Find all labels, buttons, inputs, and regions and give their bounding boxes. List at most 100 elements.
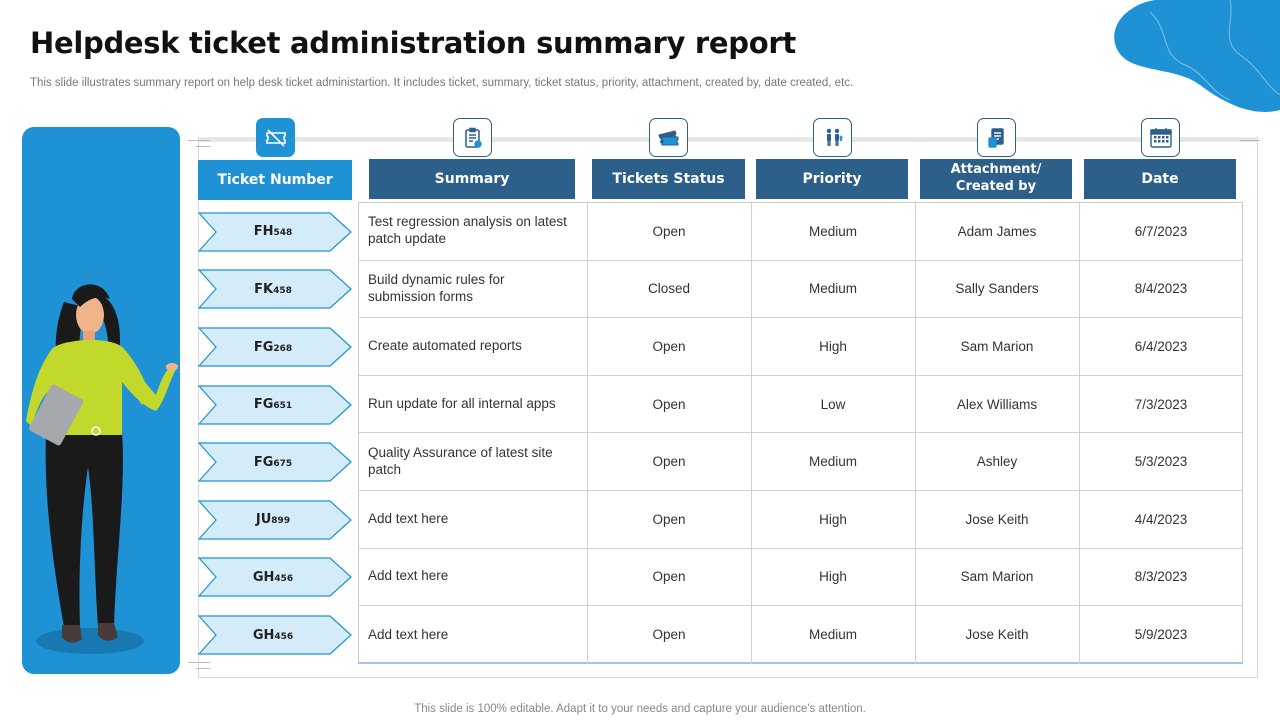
arrow-shape: [198, 615, 352, 655]
date-cell: 6/4/2023: [1134, 338, 1188, 354]
created-by-cell: Jose Keith: [965, 627, 1029, 643]
date-cell: 4/4/2023: [1134, 511, 1188, 527]
ticket-prefix: FK: [254, 281, 274, 297]
status-cell: Open: [652, 223, 686, 239]
created-by-cell: Adam James: [957, 223, 1037, 239]
ticket-digits: 899: [271, 516, 291, 527]
ticket-prefix: FG: [253, 454, 274, 470]
table-row: Add text here Open Medium Jose Keith 5/9/202…: [359, 606, 1242, 664]
summary-cell: Add text here: [368, 510, 449, 526]
arrow-shape: [198, 500, 352, 540]
status-cell: Open: [652, 511, 686, 527]
ticket-icon: [649, 118, 688, 157]
column-divider: [587, 433, 588, 490]
status-cell: Open: [652, 396, 686, 412]
ticket-prefix: JU: [255, 512, 272, 528]
summary-cell: Run update for all internal apps: [368, 395, 556, 411]
column-divider: [1079, 548, 1080, 606]
status-cell: Open: [652, 338, 686, 354]
summary-cell: Test regression analysis on latest patch…: [368, 214, 567, 247]
ticket-number-badge: GH 456: [198, 615, 352, 655]
arrow-shape: [198, 327, 352, 367]
ticket-number-badge: FG 675: [198, 442, 352, 482]
column-divider: [915, 491, 916, 548]
priority-cell: Medium: [808, 454, 857, 470]
column-divider: [587, 375, 588, 433]
column-divider: [915, 260, 916, 318]
ticket-prefix: FG: [253, 397, 274, 413]
created-by-cell: Alex Williams: [956, 396, 1038, 412]
illustration-panel: [22, 127, 180, 674]
column-divider: [587, 548, 588, 606]
priority-cell: Low: [820, 396, 846, 412]
ticket-number-badge: GH 456: [198, 557, 352, 597]
ticket-digits: 458: [273, 285, 292, 296]
date-cell: 5/9/2023: [1134, 627, 1188, 643]
created-by-cell: Sally Sanders: [955, 281, 1039, 297]
column-divider: [587, 260, 588, 318]
status-cell: Open: [652, 627, 686, 643]
priority-cell: Medium: [808, 627, 857, 643]
priority-cell: High: [819, 569, 847, 585]
column-header-ticket-number: Ticket Number: [198, 160, 352, 200]
priority-cell: High: [819, 338, 847, 354]
ticket-digits: 456: [274, 573, 294, 584]
column-header-date: Date: [1084, 159, 1236, 199]
summary-cell: Create automated reports: [368, 338, 522, 354]
column-divider: [1079, 203, 1080, 260]
priority-cell: Medium: [808, 281, 857, 297]
column-divider: [587, 606, 588, 664]
column-divider: [1079, 318, 1080, 375]
ticket-number-badge: JU 899: [198, 500, 352, 540]
ticket-prefix: FG: [253, 339, 274, 355]
ticket-digits: 651: [273, 401, 293, 412]
ticket-table: Test regression analysis on latest patch…: [358, 202, 1243, 664]
ticket-number-badge: FK 458: [198, 269, 352, 309]
summary-cell: Add text here: [368, 626, 449, 642]
column-divider: [587, 491, 588, 548]
page-subtitle: This slide illustrates summary report on…: [30, 77, 854, 89]
arrow-shape: [198, 384, 352, 425]
arrow-shape: [198, 442, 352, 482]
divider: [196, 668, 210, 669]
ticket-number-badge: FG 268: [198, 327, 352, 367]
ticket-digits: 268: [273, 343, 293, 354]
column-divider: [1079, 433, 1080, 490]
table-row: Run update for all internal apps Open Low A…: [359, 375, 1242, 434]
column-divider: [751, 318, 752, 375]
calendar-icon: [1141, 118, 1180, 157]
column-divider: [915, 606, 916, 664]
table-frame: [198, 137, 1258, 678]
status-cell: Closed: [647, 281, 691, 297]
date-cell: 8/3/2023: [1134, 569, 1188, 585]
summary-cell: Build dynamic rules for submission forms: [368, 272, 505, 304]
arrow-shape: [198, 557, 352, 597]
table-row: Add text here Open High Sam Marion 8/3/2023: [359, 548, 1242, 607]
column-divider: [751, 375, 752, 433]
ticket-prefix: FH: [253, 224, 274, 240]
ticket-prefix: GH: [252, 627, 275, 643]
column-divider: [1079, 606, 1080, 664]
date-cell: 5/3/2023: [1134, 454, 1188, 470]
column-header-summary: Summary: [369, 159, 575, 199]
column-divider: [915, 318, 916, 375]
ticket-number-badge: FH 548: [198, 212, 352, 252]
column-divider: [915, 203, 916, 260]
created-by-cell: Jose Keith: [965, 511, 1029, 527]
ticket-number-badge: FG 651: [198, 384, 352, 425]
column-divider: [915, 548, 916, 606]
created-by-cell: Sam Marion: [960, 569, 1034, 585]
column-divider: [587, 318, 588, 375]
column-divider: [751, 260, 752, 318]
summary-cell: Add text here: [368, 568, 449, 584]
table-row: Quality Assurance of latest site patch Op…: [359, 433, 1242, 491]
column-divider: [915, 375, 916, 433]
clipboard-check-icon: [453, 118, 492, 157]
table-row: Build dynamic rules for submission forms…: [359, 260, 1242, 319]
divider: [188, 140, 210, 141]
priority-cell: Medium: [808, 223, 857, 239]
woman-presenting-illustration: [26, 284, 178, 654]
date-cell: 8/4/2023: [1134, 281, 1188, 297]
status-cell: Open: [652, 569, 686, 585]
divider: [188, 662, 210, 663]
